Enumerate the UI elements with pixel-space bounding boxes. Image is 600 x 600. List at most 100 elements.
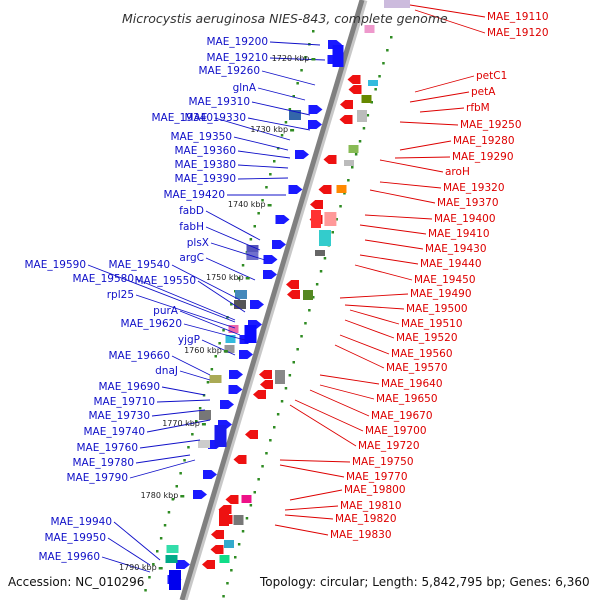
kbp-scale: 1720 kbp 1730 kbp 1740 kbp 1750 kbp 1760 kbp… [119, 54, 316, 572]
tick-dot [370, 101, 373, 104]
tick-dot [171, 498, 175, 501]
gene-feature-box [233, 515, 244, 525]
gene-label[interactable]: MAE_19590 [24, 259, 86, 271]
gene-label[interactable]: petC1 [476, 70, 507, 82]
tick-dot [222, 329, 225, 332]
gene-label[interactable]: MAE_19950 [44, 532, 106, 544]
gene-label[interactable]: MAE_19570 [386, 362, 448, 374]
gene-label[interactable]: MAE_19280 [453, 135, 515, 147]
gene-label[interactable]: petA [471, 86, 496, 98]
gene-label[interactable]: MAE_19770 [346, 471, 408, 483]
kbp-tick [245, 277, 250, 280]
gene-feature-box [368, 80, 378, 86]
gene-label[interactable]: MAE_19720 [358, 440, 420, 452]
gene-label[interactable]: argC [179, 252, 204, 264]
gene-label[interactable]: MAE_19830 [330, 529, 392, 541]
leader-line [151, 409, 206, 417]
gene-label[interactable]: MAE_19400 [434, 213, 496, 225]
gene-label[interactable]: MAE_19550 [134, 275, 196, 287]
gene-label[interactable]: MAE_19810 [340, 500, 402, 512]
gene-label[interactable]: MAE_19650 [376, 393, 438, 405]
tick-dot [159, 537, 163, 540]
tick-dot [144, 589, 147, 592]
gene-label[interactable]: MAE_19360 [174, 145, 236, 157]
gene-label[interactable]: MAE_19410 [428, 228, 490, 240]
gene-label[interactable]: MAE_19750 [352, 456, 414, 468]
gene-label[interactable]: MAE_19440 [420, 258, 482, 270]
leader-line [214, 117, 291, 141]
gene-label[interactable]: MAE_19340 [151, 112, 213, 124]
gene-label[interactable]: yjgP [178, 334, 200, 346]
gene-label[interactable]: plsX [187, 237, 209, 249]
gene-label[interactable]: MAE_19760 [76, 442, 138, 454]
gene-label[interactable]: fabD [179, 205, 204, 217]
gene-label[interactable]: MAE_19250 [460, 119, 522, 131]
tick-dot [331, 231, 334, 234]
tick-dot [288, 374, 292, 377]
gene-label[interactable]: MAE_19790 [66, 472, 128, 484]
gene-label[interactable]: MAE_19800 [344, 484, 406, 496]
gene-label[interactable]: aroH [445, 166, 470, 178]
gene-label[interactable]: MAE_19660 [108, 350, 170, 362]
gene-label[interactable]: MAE_19290 [452, 151, 514, 163]
gene-label[interactable]: MAE_19520 [396, 332, 458, 344]
gene-label[interactable]: MAE_19210 [206, 52, 268, 64]
gene-label[interactable]: dnaJ [155, 365, 178, 377]
gene-label[interactable]: MAE_19670 [371, 410, 433, 422]
gene-label[interactable]: MAE_19390 [174, 173, 236, 185]
tick-dot [273, 160, 276, 163]
gene-label[interactable]: purA [153, 305, 179, 317]
gene-label[interactable]: glnA [233, 82, 257, 94]
kbp-label: 1720 kbp [272, 54, 310, 63]
gene-label[interactable]: MAE_19420 [163, 189, 225, 201]
leader-line [419, 107, 465, 113]
leader-line [344, 304, 405, 310]
gene-feature-box [199, 410, 211, 420]
gene-feature-box [244, 325, 257, 343]
gene-label[interactable]: MAE_19780 [72, 457, 134, 469]
kbp-tick [158, 567, 163, 570]
gene-label[interactable]: MAE_19560 [391, 348, 453, 360]
gene-label[interactable]: MAE_19320 [443, 182, 505, 194]
gene-label[interactable]: fabH [179, 221, 204, 233]
tick-dot [386, 49, 389, 52]
gene-label[interactable]: MAE_19960 [38, 551, 100, 563]
gene-feature-box [348, 145, 359, 153]
gene-arrow [202, 560, 215, 569]
gene-feature-box [166, 545, 179, 553]
gene-label[interactable]: MAE_19350 [170, 131, 232, 143]
gene-arrow [203, 470, 217, 479]
gene-arrow [228, 385, 243, 394]
gene-label[interactable]: rfbM [466, 102, 490, 114]
gene-label[interactable]: MAE_19370 [437, 197, 499, 209]
gene-label[interactable]: MAE_19580 [72, 273, 134, 285]
tick-dot [175, 485, 178, 488]
gene-label[interactable]: MAE_19510 [401, 318, 463, 330]
gene-label[interactable]: MAE_19380 [174, 159, 236, 171]
gene-label[interactable]: MAE_19730 [88, 410, 150, 422]
gene-label[interactable]: rpl25 [107, 289, 134, 301]
gene-label[interactable]: MAE_19620 [120, 318, 182, 330]
gene-label[interactable]: MAE_19310 [188, 96, 250, 108]
gene-label[interactable]: MAE_19430 [425, 243, 487, 255]
gene-label[interactable]: MAE_19260 [198, 65, 260, 77]
tick-dot [210, 368, 214, 371]
gene-label[interactable]: MAE_19710 [93, 396, 155, 408]
gene-label[interactable]: MAE_19820 [335, 513, 397, 525]
gene-feature-box [303, 290, 313, 300]
gene-label[interactable]: MAE_19200 [206, 36, 268, 48]
gene-label[interactable]: MAE_19490 [410, 288, 472, 300]
gene-label[interactable]: MAE_19500 [406, 303, 468, 315]
gene-label[interactable]: MAE_19120 [487, 27, 549, 39]
gene-label[interactable]: MAE_19700 [365, 425, 427, 437]
gene-label[interactable]: MAE_19940 [50, 516, 112, 528]
gene-label[interactable]: MAE_19540 [108, 259, 170, 271]
gene-label[interactable]: MAE_19640 [381, 378, 443, 390]
gene-label[interactable]: MAE_19450 [414, 274, 476, 286]
gene-label[interactable]: MAE_19330 [184, 112, 246, 124]
gene-label[interactable]: MAE_19690 [98, 381, 160, 393]
leader-line [269, 57, 326, 61]
gene-label[interactable]: MAE_19740 [83, 426, 145, 438]
tick-dot [323, 257, 327, 260]
gene-label[interactable]: MAE_19110 [487, 11, 549, 23]
